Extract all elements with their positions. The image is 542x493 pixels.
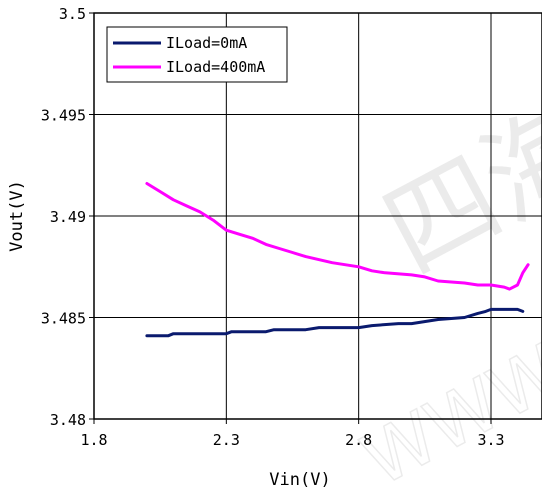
x-tick-labels: 1.8 2.3 2.8 3.3 xyxy=(80,431,504,449)
y-tick-label: 3.48 xyxy=(50,411,86,429)
y-tick-label: 3.49 xyxy=(50,208,86,226)
series-line-1 xyxy=(145,182,530,291)
watermark-url: WWW. xyxy=(349,321,542,493)
watermark-cjk: 四海 xyxy=(364,81,542,297)
legend-label-ilload-400: ILoad=400mA xyxy=(166,58,265,76)
x-tick-label: 2.3 xyxy=(213,431,240,449)
y-tick-label: 3.5 xyxy=(59,5,86,23)
y-tick-label: 3.495 xyxy=(41,107,86,125)
x-tick-label: 1.8 xyxy=(80,431,107,449)
y-tick-labels: 3.48 3.485 3.49 3.495 3.5 xyxy=(41,5,86,429)
series-layer xyxy=(145,182,530,338)
legend: ILoad=0mA ILoad=400mA xyxy=(106,26,288,83)
x-axis-title: Vin(V) xyxy=(269,470,330,490)
legend-label-ilload-0: ILoad=0mA xyxy=(166,34,247,52)
x-tick-label: 3.3 xyxy=(477,431,504,449)
plot-area-frame xyxy=(93,12,542,420)
x-tick-label: 2.8 xyxy=(345,431,372,449)
y-tick-label: 3.485 xyxy=(41,310,86,328)
legend-box xyxy=(106,26,288,83)
series-line-0 xyxy=(145,307,525,338)
y-axis-title: Vout(V) xyxy=(7,180,27,252)
